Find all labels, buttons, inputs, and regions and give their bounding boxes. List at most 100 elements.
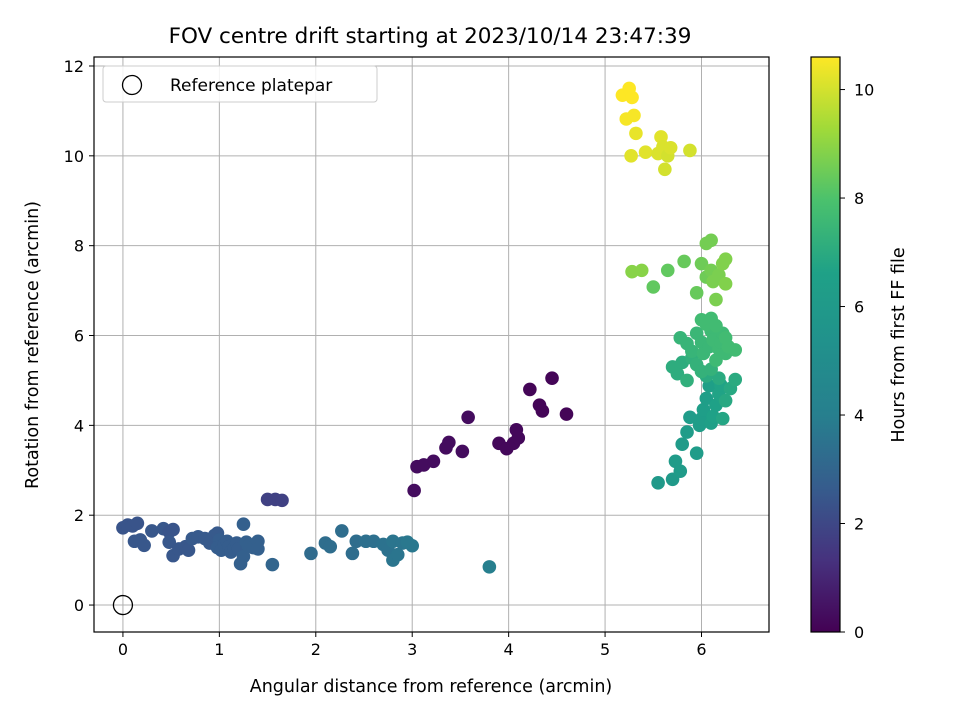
y-tick-label: 6 (74, 327, 84, 346)
data-point (680, 425, 694, 439)
data-point (323, 539, 338, 554)
x-axis-ticks: 0 1 2 3 4 5 6 (118, 632, 707, 659)
x-tick-label: 2 (311, 640, 321, 659)
data-point (694, 256, 709, 271)
data-point (696, 402, 711, 417)
y-axis-ticks: 0 2 4 6 8 10 12 (64, 57, 94, 615)
data-point (130, 516, 145, 531)
y-axis-label: Rotation from reference (arcmin) (23, 201, 43, 489)
data-point (728, 343, 743, 357)
x-tick-label: 4 (504, 640, 514, 659)
data-point (145, 524, 159, 538)
data-point (715, 411, 730, 426)
x-tick-label: 0 (118, 640, 128, 659)
data-point (683, 143, 697, 158)
x-tick-label: 6 (696, 640, 706, 659)
data-point (709, 318, 723, 333)
colorbar-label: Hours from first FF file (889, 247, 909, 442)
data-point (251, 542, 265, 556)
data-point (634, 263, 649, 278)
x-tick-label: 3 (407, 640, 417, 659)
grid (94, 57, 769, 632)
data-point (718, 252, 733, 266)
data-point (704, 233, 718, 248)
data-point (689, 286, 704, 300)
chart-title: FOV centre drift starting at 2023/10/14 … (169, 24, 692, 49)
colorbar-tick-label: 2 (854, 515, 864, 534)
y-tick-label: 10 (64, 147, 84, 166)
data-point (677, 254, 691, 269)
data-point (407, 483, 421, 498)
colorbar-gradient (810, 56, 841, 633)
data-point (646, 280, 661, 294)
data-point (627, 108, 641, 123)
data-point (426, 454, 441, 469)
data-point (685, 344, 699, 359)
data-point (455, 444, 470, 459)
data-point (680, 373, 694, 388)
data-point (673, 464, 688, 478)
data-point (535, 404, 550, 418)
legend: Reference platepar (102, 65, 378, 103)
data-point (345, 546, 360, 561)
data-point (694, 312, 709, 327)
data-point (405, 538, 420, 553)
data-point (304, 546, 318, 561)
data-point (660, 263, 675, 278)
colorbar-tick-label: 8 (854, 189, 864, 208)
data-point (442, 435, 456, 450)
data-point (658, 162, 672, 177)
colorbar-tick-label: 4 (854, 406, 864, 425)
data-point (509, 423, 524, 437)
data-point (689, 446, 704, 461)
data-point (709, 353, 723, 368)
data-point (461, 410, 475, 425)
data-point (728, 372, 743, 387)
data-point (629, 126, 643, 141)
data-point (482, 560, 497, 574)
data-point (670, 366, 685, 381)
legend-box (102, 65, 378, 103)
data-point (718, 330, 733, 345)
data-point (265, 557, 280, 572)
data-point (651, 476, 665, 490)
data-point (236, 517, 251, 531)
data-point (663, 140, 678, 155)
data-point (624, 149, 638, 163)
data-points (116, 81, 743, 574)
legend-label: Reference platepar (170, 76, 332, 96)
colorbar: 0 2 4 6 8 10 Hours from first FF file (810, 56, 909, 642)
legend-marker (121, 74, 143, 96)
data-point (181, 543, 196, 558)
data-point (712, 371, 726, 385)
data-point (699, 391, 714, 406)
data-point (162, 535, 177, 549)
y-tick-label: 8 (74, 237, 84, 256)
y-tick-label: 0 (74, 596, 84, 615)
data-point (709, 292, 723, 307)
data-point (545, 371, 559, 385)
data-point (166, 522, 180, 537)
data-point (718, 393, 733, 408)
data-point (390, 547, 405, 562)
data-point (559, 407, 574, 421)
x-tick-label: 1 (214, 640, 224, 659)
data-point (335, 524, 349, 538)
data-point (236, 549, 251, 564)
y-tick-label: 12 (64, 57, 84, 76)
data-point (683, 410, 697, 425)
y-tick-label: 2 (74, 506, 84, 525)
data-point (638, 145, 653, 160)
plot-frame (93, 56, 770, 633)
data-point (137, 538, 151, 553)
data-point (625, 90, 639, 105)
colorbar-tick-label: 10 (854, 81, 874, 100)
data-point (718, 277, 733, 291)
x-tick-label: 5 (600, 640, 610, 659)
colorbar-ticks: 0 2 4 6 8 10 (840, 81, 874, 642)
data-point (275, 493, 289, 508)
data-point (349, 534, 364, 549)
data-point (523, 382, 537, 397)
